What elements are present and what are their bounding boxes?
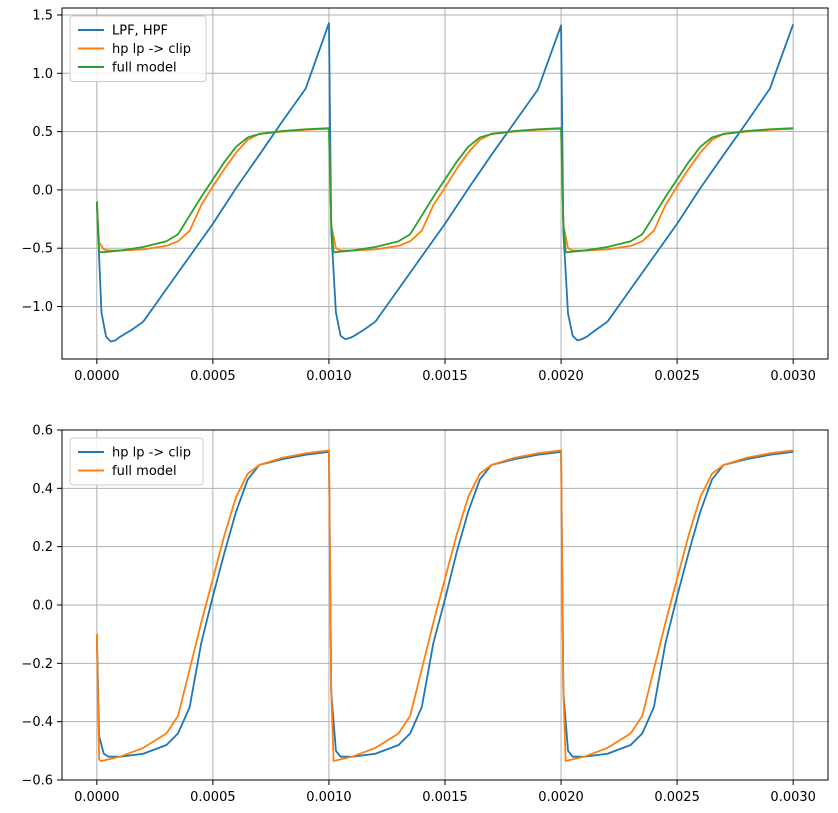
y-tick-label: −0.5 bbox=[21, 242, 53, 257]
x-tick-label: 0.0015 bbox=[422, 790, 468, 805]
x-tick-label: 0.0000 bbox=[74, 369, 120, 384]
y-tick-label: 0.0 bbox=[32, 599, 53, 614]
y-tick-label: −0.2 bbox=[21, 657, 53, 672]
top-chart: 0.0000 0.0005 0.0010 0.0015 0.0020 0.0025 0.00… bbox=[21, 7, 829, 384]
y-tick-label: −1.0 bbox=[21, 300, 53, 315]
series-line-1 bbox=[95, 449, 794, 762]
x-tick-label: 0.0005 bbox=[190, 790, 236, 805]
y-tick-label: 0.4 bbox=[32, 482, 53, 497]
x-tick-label: 0.0010 bbox=[306, 790, 352, 805]
y-tick-label: −0.4 bbox=[21, 715, 53, 730]
legend-label-2: full model bbox=[112, 61, 177, 76]
x-tick-label: 0.0015 bbox=[422, 369, 468, 384]
y-tick-label: 0.0 bbox=[32, 183, 53, 198]
series-line-2 bbox=[95, 127, 794, 254]
x-tick-label: 0.0020 bbox=[538, 369, 584, 384]
y-tick-label: −0.6 bbox=[21, 774, 53, 789]
y-tick-label: 1.5 bbox=[32, 8, 53, 23]
x-tick-label: 0.0010 bbox=[306, 369, 352, 384]
y-tick-label: 0.5 bbox=[32, 125, 53, 140]
x-tick-label: 0.0025 bbox=[654, 790, 700, 805]
legend bbox=[69, 15, 207, 82]
y-tick-label: 0.6 bbox=[32, 424, 53, 439]
x-tick-label: 0.0030 bbox=[770, 369, 816, 384]
bottom-chart: 0.0000 0.0005 0.0010 0.0015 0.0020 0.0025 0.00… bbox=[21, 424, 829, 805]
series-line-0 bbox=[95, 450, 794, 758]
legend bbox=[69, 437, 204, 486]
series-line-1 bbox=[95, 127, 794, 252]
y-tick-label: 1.0 bbox=[32, 67, 53, 82]
x-tick-label: 0.0025 bbox=[654, 369, 700, 384]
x-tick-label: 0.0020 bbox=[538, 790, 584, 805]
legend-label-1: hp lp -> clip bbox=[112, 42, 191, 57]
series-line-0 bbox=[95, 22, 795, 343]
x-tick-label: 0.0005 bbox=[190, 369, 236, 384]
x-tick-label: 0.0030 bbox=[770, 790, 816, 805]
x-tick-label: 0.0000 bbox=[74, 790, 120, 805]
legend-label-1: full model bbox=[112, 464, 177, 479]
legend-label-0: hp lp -> clip bbox=[112, 446, 191, 461]
legend-label-0: LPF, HPF bbox=[112, 24, 168, 39]
y-tick-label: 0.2 bbox=[32, 540, 53, 555]
